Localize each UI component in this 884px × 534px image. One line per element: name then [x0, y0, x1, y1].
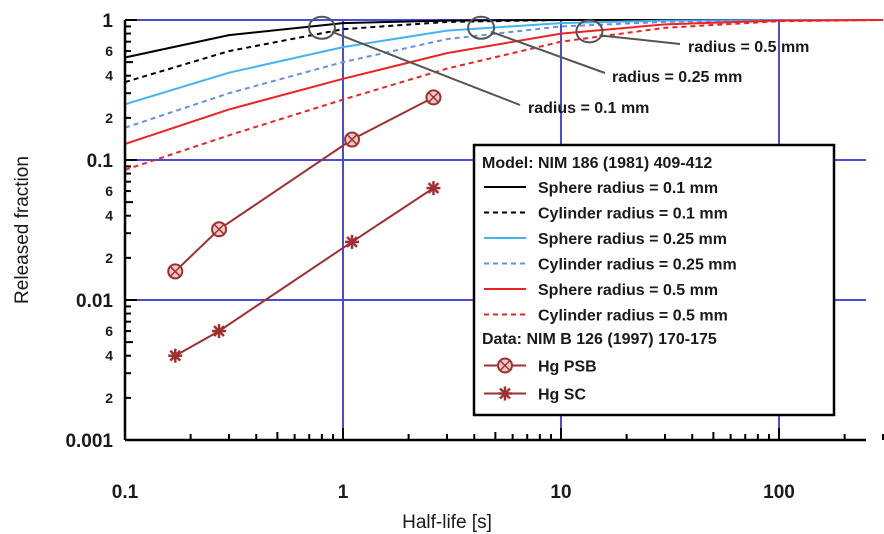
star-marker [346, 236, 358, 248]
legend-entry-label: Sphere radius = 0.1 mm [538, 180, 718, 197]
y-minor-tick-label: 2 [105, 250, 113, 266]
circle-marker-cross [169, 265, 181, 277]
y-minor-tick-label: 6 [105, 183, 113, 199]
model-curve [124, 19, 884, 145]
legend-model-header: Model: NIM 186 (1981) 409-412 [482, 155, 712, 172]
tick-labels: 0.1 1 10 100 0.001 0.01 0.1 1 2 4 6 2 4 6 2 4 6 [65, 11, 794, 503]
annotation-leader [490, 30, 606, 74]
legend-entry-label: Hg SC [538, 387, 586, 404]
legend-entry-label: Sphere radius = 0.25 mm [538, 231, 727, 248]
annotation-ellipse [307, 15, 336, 40]
y-minor-tick-label: 4 [105, 348, 113, 364]
model-curves [124, 19, 884, 171]
star-marker [169, 349, 182, 362]
y-minor-tick-label: 2 [105, 110, 113, 126]
circle-marker-cross [499, 359, 511, 372]
legend: Model: NIM 186 (1981) 409-412 Sphere radi… [472, 143, 836, 417]
y-minor-tick-label: 4 [105, 68, 113, 84]
model-curve [124, 19, 884, 171]
annotation-leader [599, 34, 681, 45]
y-minor-tick-label: 6 [105, 323, 113, 339]
data-line [174, 96, 434, 273]
annotation-ellipse [575, 19, 604, 44]
axes [123, 19, 884, 442]
star-marker [499, 387, 511, 400]
y-axis-title: Released fraction [12, 156, 33, 304]
x-axis-title: Half-life [s] [402, 512, 492, 533]
x-tick-label: 0.1 [112, 482, 139, 503]
circle-marker-cross [346, 134, 358, 146]
annotation-label: radius = 0.5 mm [688, 39, 809, 56]
x-tick-label: 1 [338, 482, 349, 503]
legend-box [472, 143, 836, 417]
y-minor-tick-label: 2 [105, 390, 113, 406]
y-tick-label: 0.01 [76, 291, 113, 312]
y-tick-label: 0.1 [87, 151, 114, 172]
legend-entry-label: Cylinder radius = 0.25 mm [538, 257, 737, 274]
y-minor-tick-label: 6 [105, 43, 113, 59]
x-tick-label: 100 [763, 482, 795, 503]
circle-marker-cross [213, 223, 225, 235]
annotation-ellipse [467, 15, 496, 40]
data-series [167, 89, 442, 363]
annotation-leader [331, 30, 521, 106]
legend-data-header: Data: NIM B 126 (1997) 170-175 [482, 331, 717, 348]
y-tick-label: 1 [102, 11, 113, 32]
y-minor-tick-label: 4 [105, 208, 113, 224]
legend-entry-label: Sphere radius = 0.5 mm [538, 282, 718, 299]
x-tick-label: 10 [550, 482, 571, 503]
star-marker [213, 325, 225, 337]
legend-entry-label: Cylinder radius = 0.5 mm [538, 308, 728, 325]
y-tick-label: 0.001 [65, 431, 113, 452]
annotation-label: radius = 0.1 mm [528, 100, 649, 117]
circle-marker-cross [427, 91, 439, 103]
annotations: radius = 0.1 mm radius = 0.25 mm radius = … [307, 15, 809, 117]
data-line [174, 187, 435, 357]
legend-entry-label: Cylinder radius = 0.1 mm [538, 206, 728, 223]
legend-entry-label: Hg PSB [538, 359, 597, 376]
annotation-label: radius = 0.25 mm [612, 69, 742, 86]
star-marker [427, 182, 440, 194]
